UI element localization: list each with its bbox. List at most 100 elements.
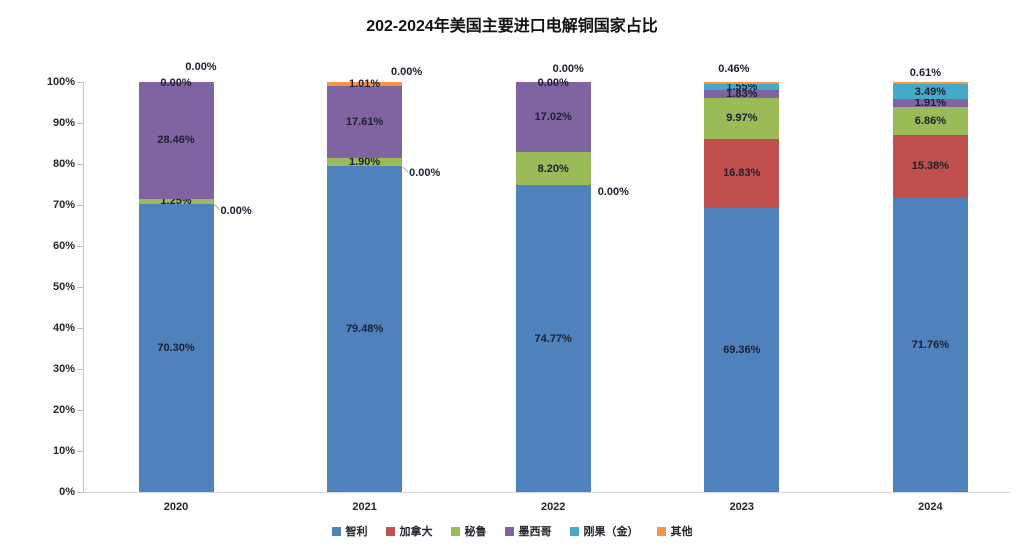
- x-tick-label: 2022: [540, 501, 566, 513]
- y-tick-mark: [77, 492, 83, 493]
- bar-segment-label: 70.30%: [157, 341, 195, 354]
- x-tick-label: 2023: [729, 501, 755, 513]
- bar-segment-刚果（金）-2024: [892, 84, 968, 99]
- legend-item-加拿大: 加拿大: [385, 523, 433, 539]
- x-axis-baseline: [83, 492, 1010, 493]
- y-tick-mark: [77, 246, 83, 247]
- y-tick-label: 30%: [52, 363, 75, 375]
- bar-segment-label: 69.36%: [723, 343, 761, 356]
- legend-swatch: [331, 526, 341, 536]
- bar-segment-秘鲁-2022: [515, 151, 591, 186]
- y-tick-mark: [77, 328, 83, 329]
- bar-segment-label: 3.49%: [914, 85, 946, 98]
- leader-line: [214, 204, 220, 211]
- bar-segment-其他-2023: [704, 82, 780, 84]
- bar-segment-label: 0.00%: [185, 61, 217, 73]
- legend-label: 智利: [345, 526, 368, 538]
- legend-swatch: [385, 526, 395, 536]
- bar-segment-label: 6.86%: [914, 114, 946, 127]
- bar-segment-label: 0.00%: [597, 186, 629, 199]
- y-tick-label: 90%: [52, 117, 75, 129]
- legend-label: 其他: [670, 526, 693, 538]
- bar-segment-label: 17.02%: [534, 110, 572, 123]
- bar-segment-秘鲁-2024: [892, 106, 968, 135]
- bar-segment-墨西哥-2023: [704, 90, 780, 98]
- y-tick-label: 60%: [52, 240, 75, 252]
- bar-segment-label: 0.00%: [409, 167, 441, 180]
- y-tick-mark: [77, 287, 83, 288]
- bar-segment-label: 1.91%: [914, 96, 946, 109]
- y-tick-label: 0%: [59, 486, 75, 498]
- bar-segment-智利-2020: [138, 203, 214, 492]
- legend-label: 墨西哥: [518, 526, 552, 538]
- legend-swatch: [656, 526, 666, 536]
- bar-segment-label: 71.76%: [911, 338, 950, 351]
- bar-segment-其他-2024: [892, 81, 968, 85]
- bar-segment-label: 1.83%: [726, 87, 758, 100]
- bar-segment-label: 0.00%: [160, 77, 192, 89]
- y-tick-label: 70%: [52, 199, 75, 211]
- legend-swatch: [569, 526, 579, 536]
- legend-label: 加拿大: [399, 526, 433, 538]
- legend-label: 刚果（金）: [583, 526, 639, 538]
- bar-segment-label: 1.55%: [726, 81, 758, 94]
- y-tick-label: 100%: [46, 76, 75, 88]
- bar-segment-智利-2021: [327, 166, 403, 492]
- bar-segment-label: 0.00%: [220, 204, 252, 217]
- y-axis-line: [83, 82, 84, 492]
- y-tick-mark: [77, 451, 83, 452]
- bar-segment-秘鲁-2020: [138, 198, 214, 204]
- bar-segment-label: 74.77%: [534, 332, 572, 345]
- bar-segment-加拿大-2023: [704, 138, 780, 208]
- bar-segment-label: 1.90%: [348, 156, 381, 169]
- bar-segment-label: 0.00%: [537, 77, 569, 89]
- bar-segment-label: 15.38%: [911, 160, 950, 173]
- y-tick-mark: [77, 369, 83, 370]
- bar-segment-墨西哥-2021: [327, 86, 403, 159]
- bar-segment-秘鲁-2021: [327, 158, 403, 167]
- legend-item-墨西哥: 墨西哥: [504, 523, 552, 539]
- bar-segment-墨西哥-2024: [892, 98, 968, 107]
- leader-line: [402, 166, 409, 173]
- legend-item-智利: 智利: [331, 523, 368, 539]
- bar-segment-label: 79.48%: [345, 323, 384, 336]
- legend-label: 秘鲁: [464, 526, 487, 538]
- bar-segment-label: 0.00%: [552, 63, 584, 75]
- bar-segment-其他-2021: [327, 82, 403, 87]
- bar-segment-秘鲁-2023: [704, 97, 780, 139]
- legend-swatch: [504, 526, 514, 536]
- y-tick-mark: [77, 205, 83, 206]
- bar-segment-label: 16.83%: [723, 167, 761, 180]
- bar-segment-刚果（金）-2023: [704, 83, 780, 91]
- bar-segment-label: 0.00%: [390, 66, 423, 78]
- y-tick-mark: [77, 410, 83, 411]
- bar-segment-墨西哥-2020: [138, 81, 214, 199]
- y-tick-mark: [77, 164, 83, 165]
- y-tick-mark: [77, 82, 83, 83]
- legend-item-其他: 其他: [656, 523, 693, 539]
- y-tick-label: 10%: [52, 445, 75, 457]
- y-tick-label: 20%: [52, 404, 75, 416]
- legend-item-刚果（金）: 刚果（金）: [569, 523, 639, 539]
- legend: 智利 加拿大 秘鲁 墨西哥 刚果（金） 其他: [0, 523, 1024, 539]
- legend-item-秘鲁: 秘鲁: [450, 523, 487, 539]
- y-tick-mark: [77, 123, 83, 124]
- x-tick-label: 2024: [918, 501, 943, 513]
- y-tick-label: 50%: [52, 281, 75, 293]
- bar-segment-label: 0.61%: [909, 67, 941, 79]
- bar-segment-label: 28.46%: [157, 134, 195, 147]
- bar-segment-墨西哥-2022: [515, 82, 591, 152]
- chart-title: 202-2024年美国主要进口电解铜国家占比: [366, 18, 658, 35]
- x-tick-label: 2021: [352, 501, 377, 513]
- bar-segment-label: 9.97%: [726, 112, 758, 125]
- bar-segment-label: 17.61%: [345, 116, 384, 129]
- bar-segment-智利-2022: [515, 185, 591, 492]
- bar-segment-label: 1.01%: [348, 78, 381, 91]
- bar-segment-智利-2024: [892, 197, 968, 492]
- y-tick-label: 40%: [52, 322, 75, 334]
- bar-segment-加拿大-2024: [892, 134, 968, 198]
- bar-segment-label: 0.46%: [718, 63, 750, 75]
- bar-segment-智利-2023: [704, 207, 780, 492]
- y-tick-label: 80%: [52, 158, 75, 170]
